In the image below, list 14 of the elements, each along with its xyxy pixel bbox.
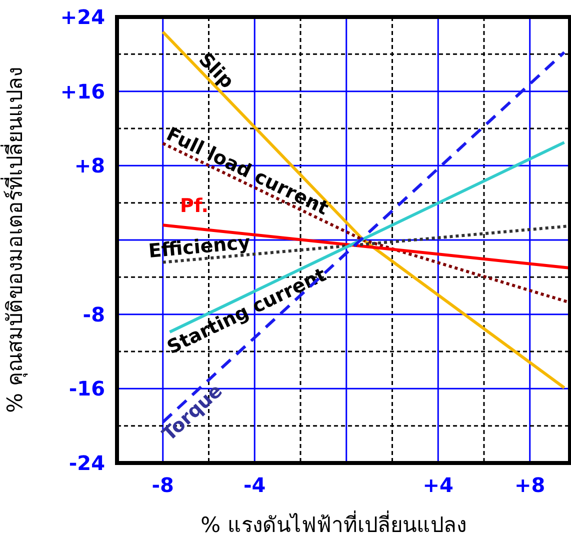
series-label: Pf. bbox=[180, 195, 208, 218]
x-tick-label: +4 bbox=[422, 473, 454, 497]
y-tick-label: +8 bbox=[74, 154, 105, 178]
y-tick-label: -24 bbox=[68, 451, 105, 475]
y-axis-title: % คุณสมบัติของมอเตอร์ที่เปลี่ยนแปลง bbox=[0, 67, 28, 413]
y-tick-label: -16 bbox=[68, 376, 105, 401]
y-tick-label: +16 bbox=[60, 79, 105, 104]
x-tick-label: -8 bbox=[152, 473, 174, 497]
x-axis-title: % แรงดันไฟฟ้าที่เปลี่ยนแปลง bbox=[200, 510, 466, 537]
text: Efficiency bbox=[148, 231, 252, 263]
x-tick-label: +8 bbox=[514, 473, 546, 497]
x-tick-label: -4 bbox=[244, 473, 266, 497]
y-tick-label: -8 bbox=[82, 302, 105, 326]
y-tick-label: +24 bbox=[60, 5, 105, 29]
